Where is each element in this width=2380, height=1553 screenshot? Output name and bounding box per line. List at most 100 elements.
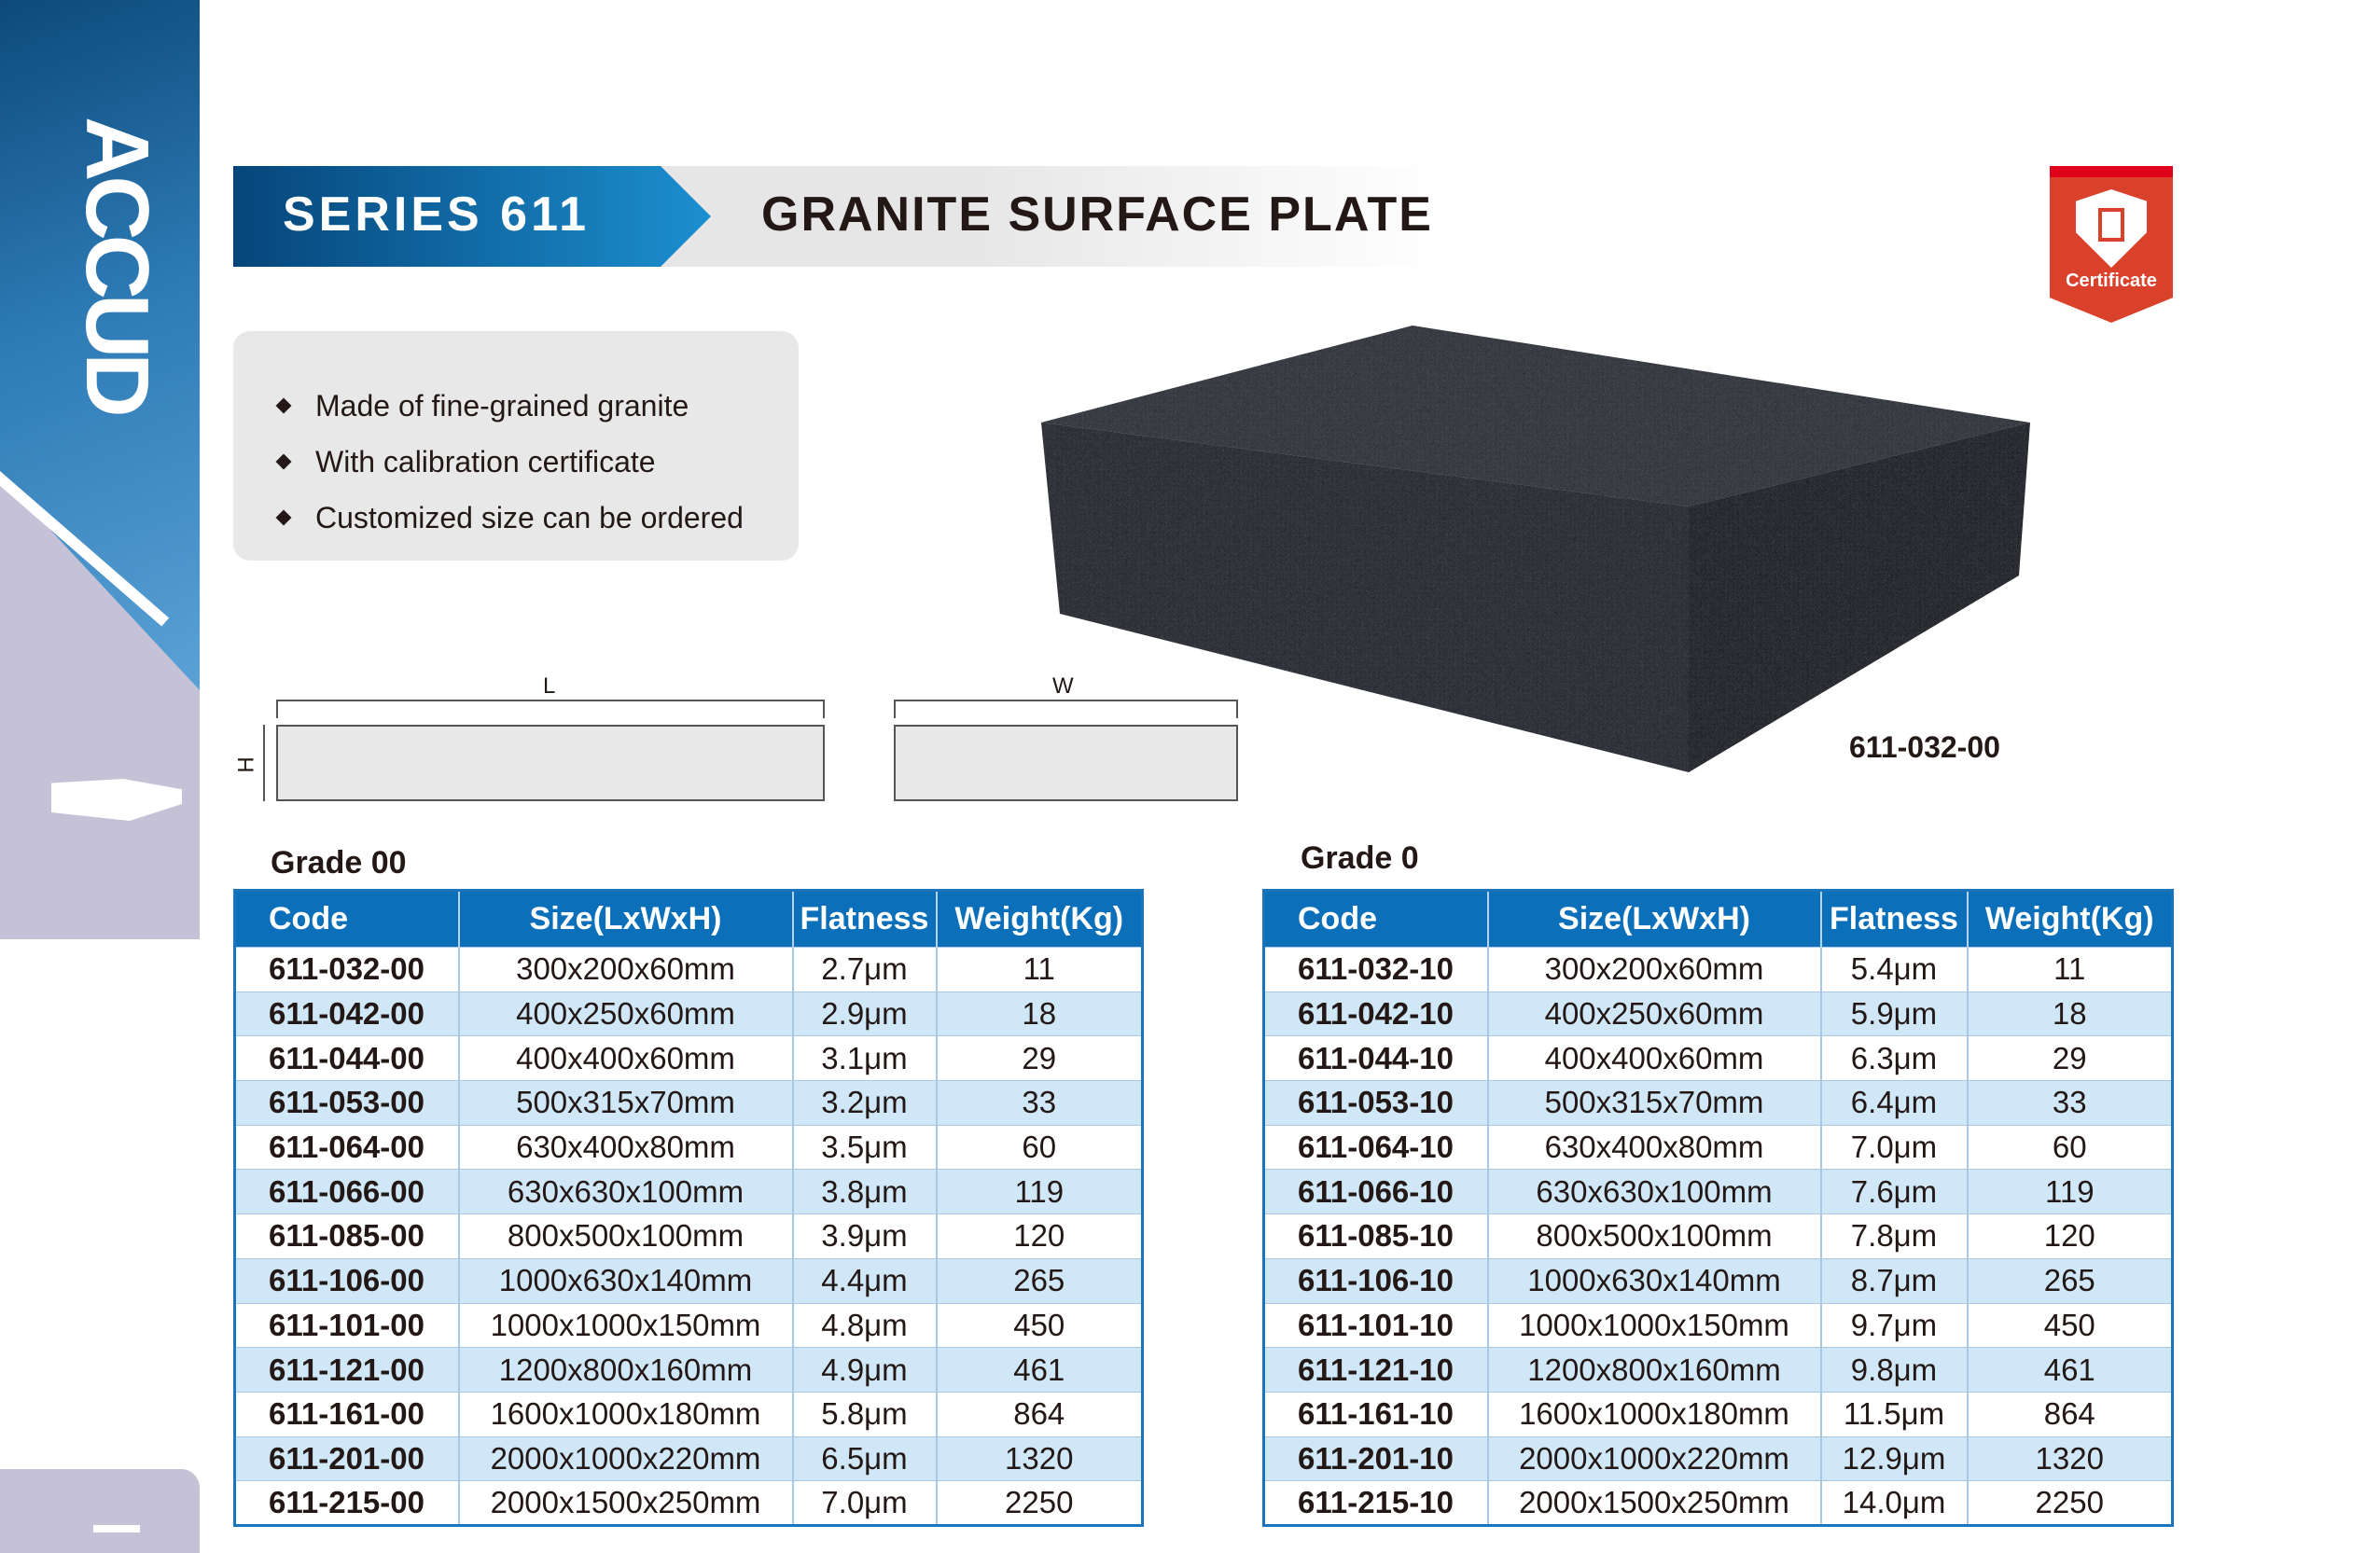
table-row: 611-066-00 630x630x100mm 3.8μm 119 xyxy=(233,1169,1143,1214)
table-cell: 611-161-10 xyxy=(1262,1391,1488,1437)
table-cell: 611-161-00 xyxy=(233,1391,459,1437)
table-cell: 611-201-00 xyxy=(233,1435,459,1481)
table-row: 611-085-00 800x500x100mm 3.9μm 120 xyxy=(233,1213,1143,1259)
table-row: 611-161-00 1600x1000x180mm 5.8μm 864 xyxy=(233,1391,1143,1437)
table-cell: 630x630x100mm xyxy=(1486,1169,1821,1214)
table-row: 611-066-10 630x630x100mm 7.6μm 119 xyxy=(1262,1169,2173,1214)
table-cell: 611-121-10 xyxy=(1262,1347,1488,1393)
column-header: Code xyxy=(1262,890,1488,948)
table-cell: 611-101-10 xyxy=(1262,1302,1488,1348)
column-header: Code xyxy=(233,890,459,948)
table-cell: 6.3μm xyxy=(1819,1035,1968,1081)
table-cell: 500x315x70mm xyxy=(457,1080,793,1126)
table-cell: 1000x630x140mm xyxy=(1486,1257,1821,1303)
table-row: 611-064-10 630x400x80mm 7.0μm 60 xyxy=(1262,1124,2173,1170)
feature-text: Made of fine-grained granite xyxy=(315,388,689,423)
table-cell: 611-032-00 xyxy=(233,947,459,992)
table-cell: 4.8μm xyxy=(791,1302,937,1348)
feature-text: Customized size can be ordered xyxy=(315,500,744,534)
table-cell: 120 xyxy=(1966,1213,2173,1259)
table-cell: 265 xyxy=(935,1257,1143,1303)
series-arrow xyxy=(233,166,711,267)
grade-00-table: Code Size(LxWxH) Flatness Weight(Kg) 611-032… xyxy=(233,889,1144,1527)
table-cell: 611-053-00 xyxy=(233,1080,459,1126)
length-label: L xyxy=(543,673,556,699)
feature-item: Made of fine-grained granite xyxy=(275,378,799,434)
table-cell: 3.1μm xyxy=(791,1035,937,1081)
table-cell: 300x200x60mm xyxy=(1486,947,1821,992)
table-cell: 5.8μm xyxy=(791,1391,937,1437)
table-cell: 611-085-00 xyxy=(233,1213,459,1259)
series-label: SERIES 611 xyxy=(283,187,591,242)
table-cell: 2000x1500x250mm xyxy=(457,1480,793,1526)
granite-plate-image xyxy=(1041,326,2030,772)
table-cell: 2250 xyxy=(935,1480,1143,1526)
table-cell: 611-066-00 xyxy=(233,1169,459,1214)
height-dimension-line xyxy=(263,725,265,801)
table-cell: 2000x1000x220mm xyxy=(457,1435,793,1481)
table-row: 611-215-10 2000x1500x250mm 14.0μm 2250 xyxy=(1262,1480,2173,1526)
table-cell: 450 xyxy=(935,1302,1143,1348)
bullet-icon xyxy=(275,509,292,526)
table-row: 611-032-00 300x200x60mm 2.7μm 11 xyxy=(233,947,1143,992)
column-header: Weight(Kg) xyxy=(1966,890,2173,948)
column-header: Size(LxWxH) xyxy=(457,890,793,948)
feature-item: With calibration certificate xyxy=(275,434,799,490)
table-cell: 11.5μm xyxy=(1819,1391,1968,1437)
table-row: 611-032-10 300x200x60mm 5.4μm 11 xyxy=(1262,947,2173,992)
table-cell: 60 xyxy=(1966,1124,2173,1170)
table-cell: 611-042-10 xyxy=(1262,991,1488,1036)
table-row: 611-161-10 1600x1000x180mm 11.5μm 864 xyxy=(1262,1391,2173,1437)
table-cell: 630x400x80mm xyxy=(1486,1124,1821,1170)
table-cell: 33 xyxy=(935,1080,1143,1126)
table-cell: 5.9μm xyxy=(1819,991,1968,1036)
table-cell: 7.8μm xyxy=(1819,1213,1968,1259)
table-cell: 611-064-00 xyxy=(233,1124,459,1170)
table-cell: 1600x1000x180mm xyxy=(457,1391,793,1437)
table-row: 611-064-00 630x400x80mm 3.5μm 60 xyxy=(233,1124,1143,1170)
end-view-diagram xyxy=(894,725,1238,801)
table-cell: 461 xyxy=(935,1347,1143,1393)
table-cell: 2000x1000x220mm xyxy=(1486,1435,1821,1481)
table-cell: 611-106-10 xyxy=(1262,1257,1488,1303)
side-view-diagram xyxy=(276,725,825,801)
table-cell: 400x400x60mm xyxy=(457,1035,793,1081)
table-cell: 5.4μm xyxy=(1819,947,1968,992)
table-cell: 3.5μm xyxy=(791,1124,937,1170)
table-cell: 611-042-00 xyxy=(233,991,459,1036)
width-label: W xyxy=(1052,673,1074,699)
bullet-icon xyxy=(275,453,292,470)
table-cell: 611-066-10 xyxy=(1262,1169,1488,1214)
page-title: GRANITE SURFACE PLATE xyxy=(761,187,1433,242)
table-cell: 611-215-00 xyxy=(233,1480,459,1526)
table-cell: 630x400x80mm xyxy=(457,1124,793,1170)
feature-text: With calibration certificate xyxy=(315,444,656,478)
table-cell: 1320 xyxy=(1966,1435,2173,1481)
table-cell: 2250 xyxy=(1966,1480,2173,1526)
table-cell: 611-032-10 xyxy=(1262,947,1488,992)
table-cell: 12.9μm xyxy=(1819,1435,1968,1481)
length-dimension-line xyxy=(276,700,825,718)
column-header: Flatness xyxy=(791,890,937,948)
table-cell: 3.2μm xyxy=(791,1080,937,1126)
bullet-icon xyxy=(275,397,292,414)
table-cell: 611-121-00 xyxy=(233,1347,459,1393)
table-row: 611-106-10 1000x630x140mm 8.7μm 265 xyxy=(1262,1257,2173,1303)
table-header: Code Size(LxWxH) Flatness Weight(Kg) xyxy=(233,890,1143,948)
table-cell: 8.7μm xyxy=(1819,1257,1968,1303)
table-cell: 9.8μm xyxy=(1819,1347,1968,1393)
table-cell: 4.9μm xyxy=(791,1347,937,1393)
table-row: 611-053-10 500x315x70mm 6.4μm 33 xyxy=(1262,1080,2173,1126)
table-cell: 400x250x60mm xyxy=(1486,991,1821,1036)
table-row: 611-121-00 1200x800x160mm 4.9μm 461 xyxy=(233,1347,1143,1393)
column-header: Flatness xyxy=(1819,890,1968,948)
table-cell: 29 xyxy=(935,1035,1143,1081)
table-cell: 1600x1000x180mm xyxy=(1486,1391,1821,1437)
table-cell: 611-044-00 xyxy=(233,1035,459,1081)
brand-logo: ACCUD xyxy=(67,117,167,412)
table-cell: 120 xyxy=(935,1213,1143,1259)
plate-icon xyxy=(51,779,182,821)
table-cell: 300x200x60mm xyxy=(457,947,793,992)
table-cell: 611-085-10 xyxy=(1262,1213,1488,1259)
table-cell: 3.9μm xyxy=(791,1213,937,1259)
